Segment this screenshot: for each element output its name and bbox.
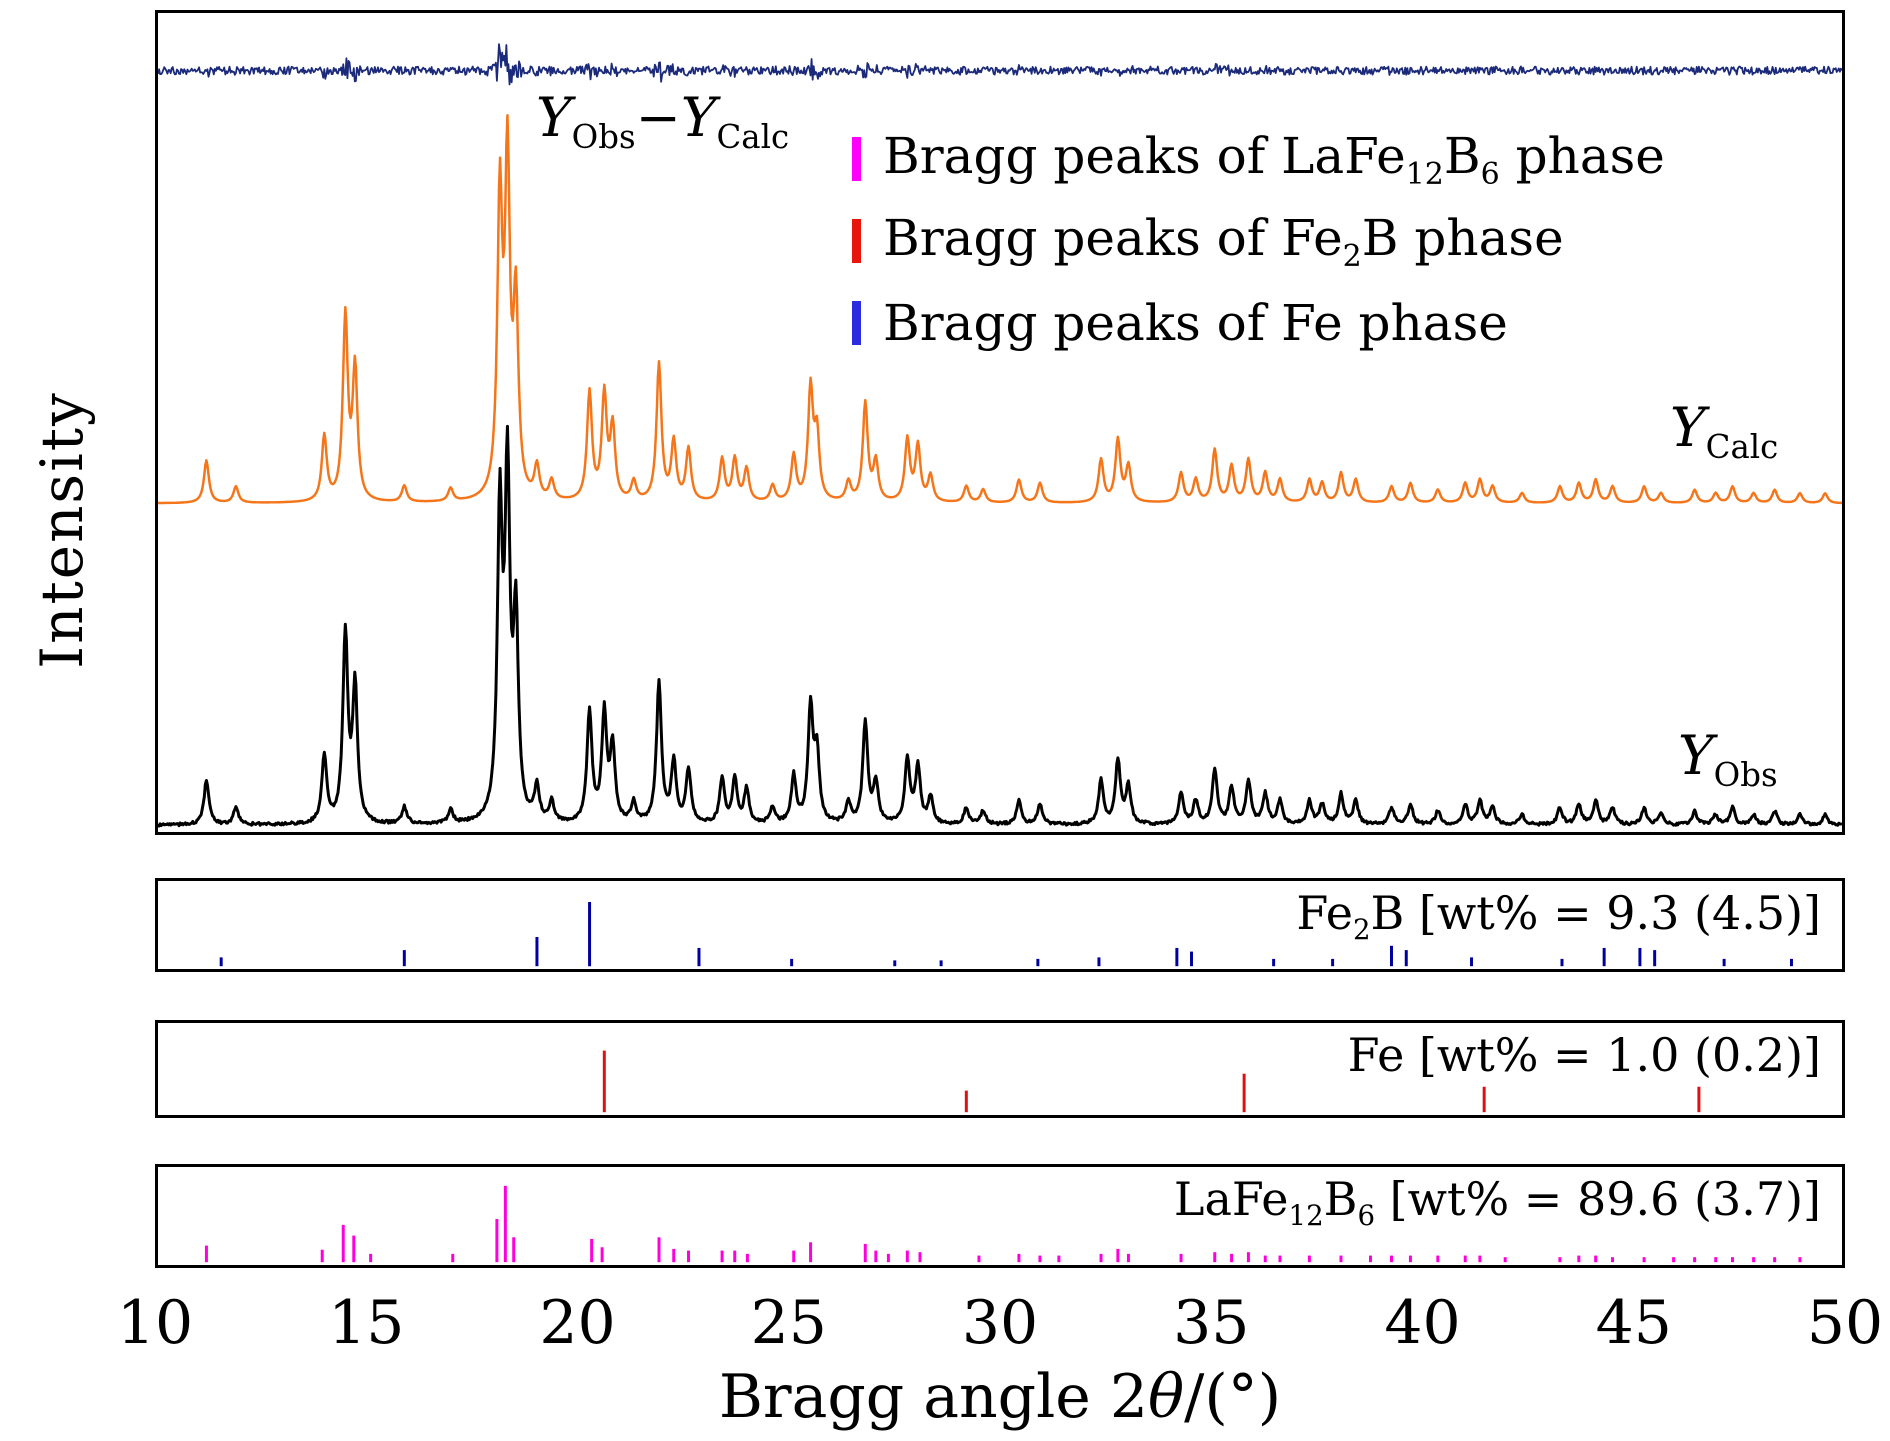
- legend-item-0: Bragg peaks of LaFe12B6 phase: [852, 118, 1665, 200]
- x-tick-label: 35: [1173, 1288, 1250, 1358]
- x-axis-ticks: 10 15 20 25 30 35 40 45 50: [0, 1288, 1890, 1360]
- legend-item-label: Bragg peaks of Fe phase: [883, 294, 1508, 352]
- x-tick-label: 45: [1595, 1288, 1672, 1358]
- y-axis-label: Intensity: [28, 391, 96, 669]
- bragg-ticks-panel-fe: [155, 1020, 1845, 1118]
- difference-curve-label: YObs−YCalc: [536, 86, 790, 156]
- legend-tick-icon: [852, 137, 861, 181]
- x-tick-label: 20: [539, 1288, 616, 1358]
- x-tick-label: 10: [116, 1288, 194, 1358]
- x-tick-label: 50: [1806, 1288, 1884, 1358]
- legend-item-1: Bragg peaks of Fe2B phase: [852, 200, 1665, 282]
- phase-label-lafe12b6: LaFe12B6 [wt% = 89.6 (3.7)]: [1173, 1172, 1821, 1233]
- x-tick-label: 15: [328, 1288, 405, 1358]
- obs-curve-label: YObs: [1678, 724, 1778, 794]
- x-axis-title: Bragg angle 2θ/(°): [718, 1362, 1282, 1432]
- x-tick-label: 40: [1384, 1288, 1461, 1358]
- legend-tick-icon: [852, 301, 861, 345]
- main-plot-panel: [155, 10, 1845, 835]
- legend-item-label: Bragg peaks of Fe2B phase: [883, 208, 1564, 274]
- x-tick-label: 25: [750, 1288, 827, 1358]
- calc-curve-label: YCalc: [1670, 396, 1779, 466]
- legend-tick-icon: [852, 219, 861, 263]
- legend-item-2: Bragg peaks of Fe phase: [852, 282, 1665, 364]
- phase-label-fe: Fe [wt% = 1.0 (0.2)]: [1347, 1028, 1821, 1082]
- x-tick-label: 30: [961, 1288, 1039, 1358]
- bragg-ticks-panel-fe2b: [155, 878, 1845, 972]
- legend: Bragg peaks of LaFe12B6 phase Bragg peaks…: [852, 118, 1665, 364]
- bragg-ticks-panel-lafe12b6: [155, 1164, 1845, 1268]
- phase-label-fe2b: Fe2B [wt% = 9.3 (4.5)]: [1296, 886, 1821, 947]
- legend-item-label: Bragg peaks of LaFe12B6 phase: [883, 126, 1665, 192]
